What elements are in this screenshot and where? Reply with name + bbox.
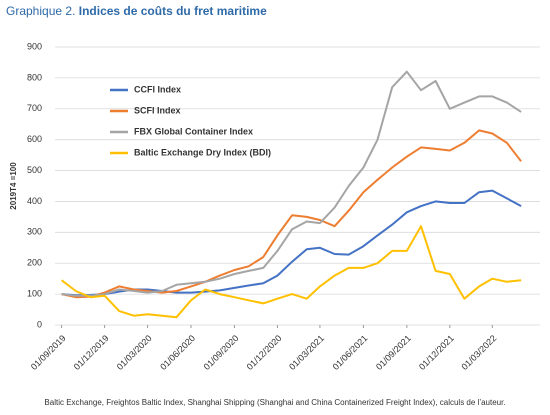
series-line	[61, 129, 522, 299]
legend-label: Baltic Exchange Dry Index (BDI)	[134, 147, 271, 157]
y-tick-label: 200	[27, 258, 42, 268]
source: Baltic Exchange, Freightos Baltic Index,…	[44, 398, 505, 407]
y-tick-label: 400	[27, 196, 42, 206]
x-tick-label: 01/06/2021	[331, 333, 370, 372]
legend-label: FBX Global Container Index	[134, 126, 253, 136]
title-text: Indices de coûts du fret maritime	[79, 4, 267, 18]
chart-title: Graphique 2. Indices de coûts du fret ma…	[6, 4, 267, 18]
y-tick-label: 900	[27, 41, 42, 51]
y-axis-label: 2019T4 =100	[9, 162, 18, 210]
x-tick-label: 01/12/2019	[72, 333, 111, 372]
legend-label: SCFI Index	[134, 105, 181, 115]
x-tick-label: 01/12/2021	[417, 333, 456, 372]
y-tick-label: 600	[27, 134, 42, 144]
y-tick-label: 700	[27, 103, 42, 113]
x-tick-label: 01/03/2021	[287, 333, 326, 372]
y-tick-label: 500	[27, 165, 42, 175]
x-tick-label: 01/03/2020	[115, 333, 154, 372]
title-label: Graphique 2.	[6, 4, 75, 18]
legend-label: CCFI Index	[134, 84, 181, 94]
y-tick-label: 0	[37, 319, 42, 329]
x-tick-label: 01/09/2020	[202, 333, 241, 372]
y-tick-label: 800	[27, 72, 42, 82]
x-tick-label: 01/03/2022	[459, 333, 498, 372]
x-tick-label: 01/09/2019	[29, 333, 68, 372]
y-tick-label: 300	[27, 227, 42, 237]
series-line	[61, 70, 522, 297]
y-tick-label: 100	[27, 288, 42, 298]
series-line	[60, 225, 522, 319]
x-tick-label: 01/12/2020	[245, 333, 284, 372]
x-tick-label: 01/06/2020	[158, 333, 197, 372]
x-tick-label: 01/09/2021	[374, 333, 413, 372]
